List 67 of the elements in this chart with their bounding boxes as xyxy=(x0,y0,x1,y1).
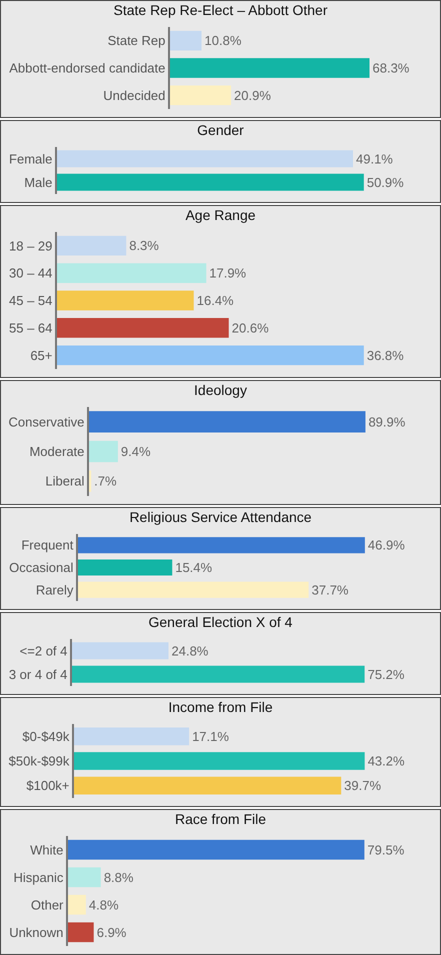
y-tick-label: State Rep xyxy=(108,33,166,48)
chart-title: Gender xyxy=(197,122,244,138)
data-label: 16.4% xyxy=(196,293,234,308)
y-tick-label: Hispanic xyxy=(14,870,64,885)
y-tick-label: $50k-$99k xyxy=(8,754,70,769)
y-tick-label: 18 – 29 xyxy=(9,238,52,254)
y-tick-label: Male xyxy=(24,174,52,190)
data-label: 75.2% xyxy=(368,666,405,682)
y-tick-label: Female xyxy=(9,151,52,166)
y-tick-label: Moderate xyxy=(29,444,84,460)
y-tick-label: Other xyxy=(30,897,64,912)
data-label: 46.9% xyxy=(368,538,406,553)
data-label: 50.9% xyxy=(366,174,404,190)
y-tick-label: 55 – 64 xyxy=(9,320,52,336)
y-tick-label: 3 or 4 of 4 xyxy=(8,666,68,682)
y-tick-label: 45 – 54 xyxy=(9,293,52,308)
data-label: 79.5% xyxy=(367,842,405,858)
data-label: 9.4% xyxy=(120,444,151,459)
y-tick-label: Occasional xyxy=(9,560,74,576)
data-label: 17.9% xyxy=(209,266,247,281)
bar xyxy=(57,318,229,338)
y-tick-label: Abbott-endorsed candidate xyxy=(9,60,166,76)
y-tick-label: $100k+ xyxy=(26,778,70,794)
chart-title: State Rep Re-Elect – Abbott Other xyxy=(113,2,328,18)
y-tick-label: 30 – 44 xyxy=(9,266,52,281)
y-tick-label: $0-$49k xyxy=(22,728,70,744)
data-label: 24.8% xyxy=(172,643,209,658)
data-label: 68.3% xyxy=(372,60,410,76)
data-label: 4.8% xyxy=(88,897,119,912)
data-label: 89.9% xyxy=(368,414,406,430)
y-tick-label: Undecided xyxy=(103,88,166,103)
bar xyxy=(57,236,126,256)
data-label: 39.7% xyxy=(344,778,382,794)
y-tick-label: Liberal xyxy=(45,474,85,489)
y-tick-label: Unknown xyxy=(9,924,64,940)
bar xyxy=(68,867,101,888)
y-tick-label: <=2 of 4 xyxy=(20,643,68,658)
data-label: 37.7% xyxy=(312,582,349,598)
y-tick-label: Rarely xyxy=(36,582,74,598)
bar xyxy=(68,894,86,915)
chart-title: Ideology xyxy=(194,382,247,398)
chart-title: Income from File xyxy=(168,698,273,715)
data-label: 10.8% xyxy=(204,33,242,48)
chart-title: Religious Service Attendance xyxy=(129,508,312,525)
bar xyxy=(57,290,194,310)
data-label: 15.4% xyxy=(175,560,213,575)
bar xyxy=(57,345,364,366)
y-tick-label: Frequent xyxy=(21,538,74,553)
data-label: 20.6% xyxy=(232,320,270,336)
y-tick-label: Conservative xyxy=(8,414,84,430)
bar xyxy=(57,263,206,283)
data-label: 49.1% xyxy=(356,151,394,166)
bar xyxy=(68,840,364,860)
data-label: 43.2% xyxy=(368,754,405,768)
chart-title: Age Range xyxy=(185,206,256,223)
chart-title: Race from File xyxy=(174,810,266,827)
data-label: 8.3% xyxy=(129,238,160,254)
chart-title: General Election X of 4 xyxy=(148,614,293,630)
data-label: 36.8% xyxy=(366,348,404,363)
data-label: .7% xyxy=(94,474,117,489)
data-label: 8.8% xyxy=(104,870,134,885)
data-label: 20.9% xyxy=(234,88,272,103)
data-label: 17.1% xyxy=(192,728,230,744)
data-label: 6.9% xyxy=(96,924,127,940)
y-tick-label: White xyxy=(30,842,64,858)
y-tick-label: 65+ xyxy=(30,348,52,363)
bar xyxy=(68,922,94,942)
